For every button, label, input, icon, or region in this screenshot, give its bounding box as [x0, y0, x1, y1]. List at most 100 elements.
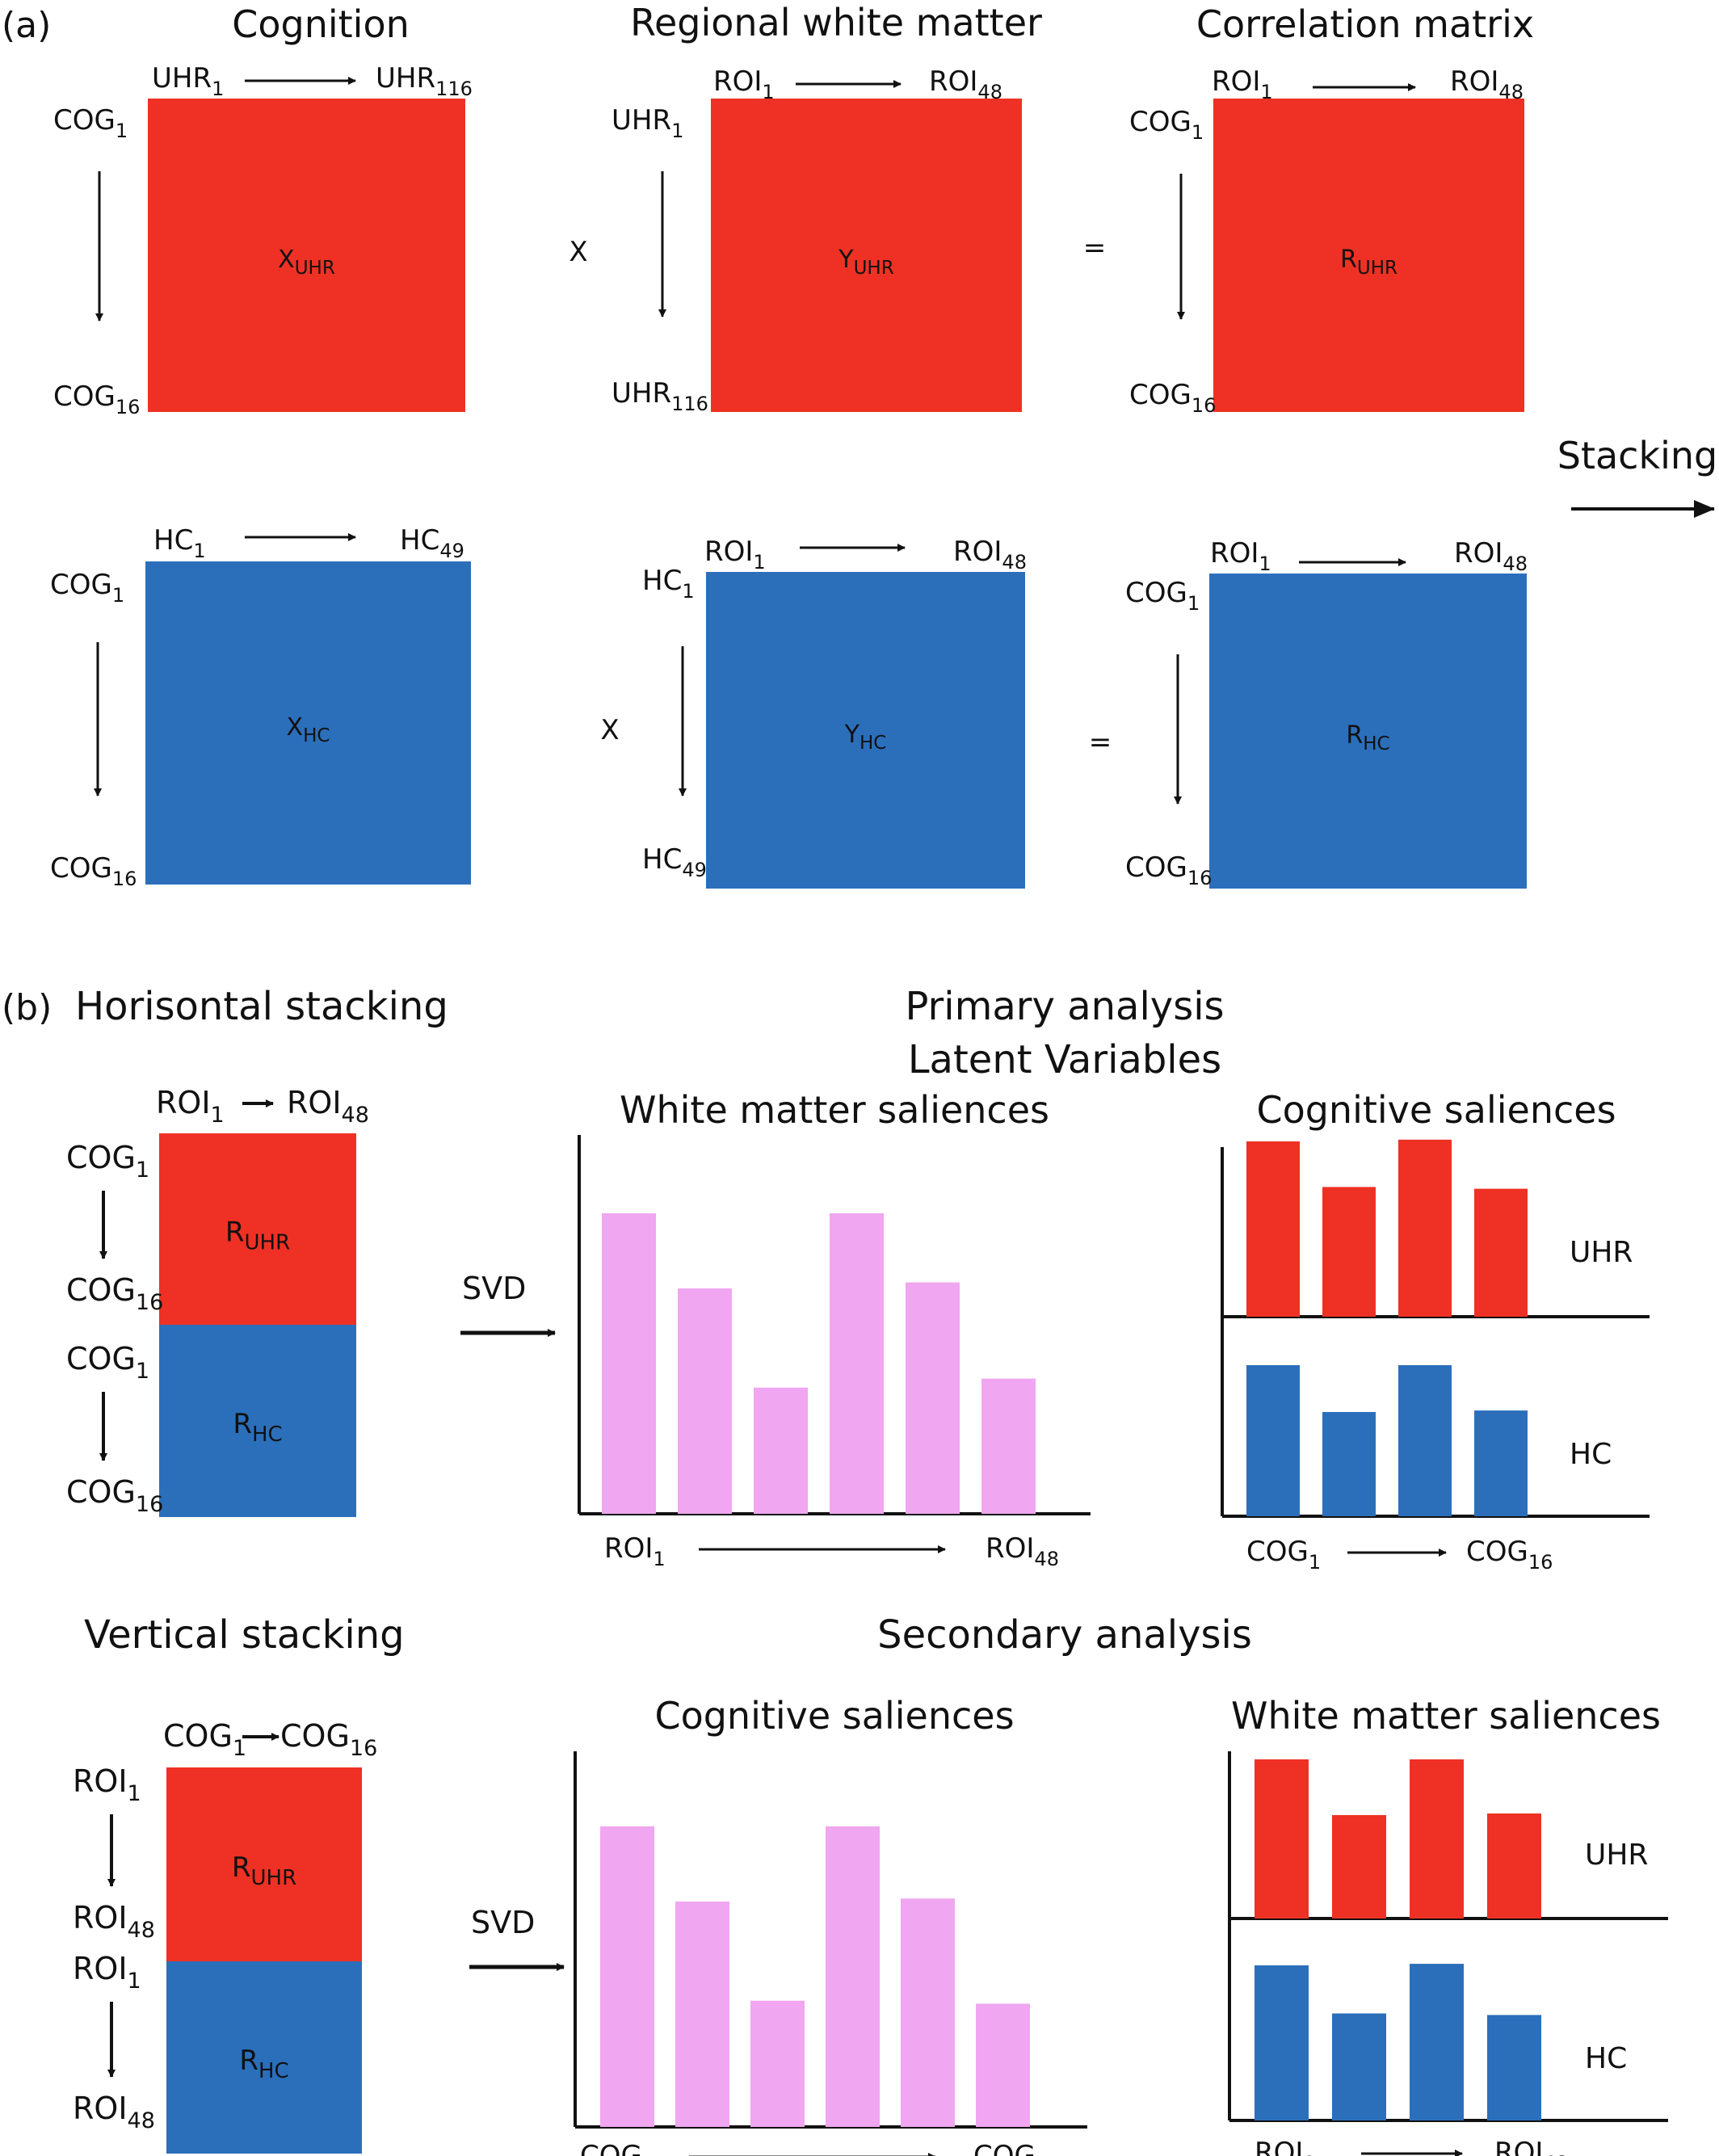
secondary-group-chart-title-base: White matter saliences [1231, 1694, 1661, 1738]
secondary-stack-uhr-block [166, 1767, 362, 1961]
primary-stack-top-row-end: COG16 [66, 1272, 163, 1315]
secondary-salience-bar-1 [600, 1826, 654, 2127]
primary-uhr-group-label-base: UHR [1570, 1236, 1633, 1269]
uhr-x-matrix-col-end-base: UHR [376, 62, 435, 95]
primary-latent-variables-title-base: Latent Variables [908, 1037, 1221, 1082]
uhr-equals-operator-base: = [1083, 232, 1107, 264]
uhr-r-matrix-label: RUHR [1340, 246, 1397, 279]
hc-r-matrix [1209, 574, 1527, 889]
hc-y-matrix-col-end-base: ROI [953, 536, 1002, 568]
uhr-x-matrix-col-start: UHR1 [152, 62, 224, 100]
uhr-y-matrix-col-end-subscript: 48 [977, 81, 1002, 103]
primary-stack-col-start-base: ROI [156, 1085, 211, 1120]
primary-stack-uhr-label: RUHR [225, 1217, 290, 1255]
uhr-x-matrix-col-end-subscript: 116 [435, 78, 473, 100]
secondary-uhr-group-label: UHR [1585, 1839, 1648, 1872]
secondary-svd-label: SVD [471, 1905, 535, 1940]
secondary-stack-bottom-row-start: ROI1 [73, 1951, 141, 1994]
primary-salience-x-end: ROI48 [986, 1532, 1059, 1570]
stacking-label: Stacking [1557, 434, 1718, 477]
panel-a-label-base: (a) [2, 5, 51, 46]
primary-salience-bar-2 [678, 1288, 732, 1514]
secondary-group-chart-title: White matter saliences [1231, 1694, 1661, 1738]
uhr-r-matrix-col-end-base: ROI [1450, 65, 1498, 98]
hc-x-matrix-row-end-base: COG [50, 852, 112, 885]
uhr-times-operator-base: X [569, 236, 587, 268]
uhr-y-matrix-col-start-base: ROI [713, 65, 762, 98]
secondary-stacking-title-base: Vertical stacking [84, 1612, 405, 1658]
uhr-x-matrix-row-start-base: COG [53, 104, 116, 137]
hc-x-matrix-col-end: HC49 [400, 524, 464, 562]
secondary-stack-bottom-row-start-subscript: 1 [128, 1969, 141, 1994]
hc-r-matrix-row-end-subscript: 16 [1187, 867, 1213, 889]
secondary-uhr-bar-3 [1410, 1759, 1464, 1919]
primary-stack-col-end-subscript: 48 [342, 1103, 369, 1128]
panel-b-label: (b) [2, 987, 52, 1028]
primary-stack-hc-label-base: R [233, 1408, 252, 1440]
uhr-y-matrix [711, 99, 1022, 412]
hc-r-matrix-col-end-subscript: 48 [1503, 553, 1528, 575]
primary-stack-bottom-row-start-subscript: 1 [136, 1359, 149, 1384]
primary-stack-uhr-label-subscript: UHR [244, 1231, 290, 1255]
primary-hc-group-label: HC [1570, 1438, 1612, 1471]
hc-x-matrix-label-subscript: HC [303, 725, 330, 746]
title-correlation-matrix-base: Correlation matrix [1196, 2, 1534, 46]
panel-a-label: (a) [2, 5, 51, 46]
secondary-analysis-title: Secondary analysis [877, 1612, 1252, 1658]
hc-x-matrix [145, 561, 471, 885]
hc-x-matrix-label: XHC [287, 713, 330, 746]
secondary-uhr-group-label-base: UHR [1585, 1839, 1648, 1872]
hc-y-matrix-col-start-base: ROI [704, 536, 753, 568]
hc-y-matrix-col-start-subscript: 1 [753, 551, 765, 574]
hc-x-matrix-col-start-base: HC [153, 524, 193, 557]
uhr-y-matrix-col-end-base: ROI [929, 65, 977, 98]
secondary-stack-bottom-row-end-base: ROI [73, 2091, 128, 2126]
primary-group-x-start: COG1 [1246, 1536, 1321, 1574]
title-cognition: Cognition [232, 2, 410, 46]
uhr-x-matrix-row-end-subscript: 16 [116, 396, 141, 418]
primary-stack-uhr-block [159, 1133, 356, 1325]
secondary-stack-hc-label-base: R [239, 2045, 258, 2077]
secondary-salience-x-end: COG16 [973, 2140, 1060, 2156]
secondary-stack-top-row-end-subscript: 48 [128, 1918, 155, 1943]
primary-uhr-bar-2 [1322, 1187, 1376, 1317]
primary-hc-bar-3 [1398, 1365, 1452, 1516]
primary-uhr-bar-4 [1474, 1188, 1528, 1317]
hc-y-matrix-col-start: ROI1 [704, 536, 766, 574]
hc-x-matrix-row-start-base: COG [50, 569, 112, 601]
uhr-x-matrix-row-end: COG16 [53, 380, 140, 418]
secondary-stack-col-end-base: COG [280, 1718, 350, 1754]
title-regional-white-matter: Regional white matter [630, 1, 1042, 44]
secondary-group-x-end-subscript: 48 [1543, 2152, 1568, 2156]
hc-r-matrix-col-end: ROI48 [1454, 537, 1528, 575]
primary-stack-hc-label: RHC [233, 1408, 282, 1447]
secondary-hc-bar-3 [1410, 1964, 1464, 2120]
secondary-stack-col-end-subscript: 16 [350, 1736, 377, 1761]
hc-y-matrix-row-start-base: HC [642, 565, 682, 597]
uhr-y-matrix-row-end: UHR116 [612, 377, 708, 415]
secondary-stack-bottom-row-start-base: ROI [73, 1951, 128, 1986]
hc-equals-operator: = [1089, 726, 1112, 759]
secondary-salience-x-end-base: COG [973, 2140, 1036, 2156]
uhr-x-matrix-row-end-base: COG [53, 380, 116, 413]
primary-salience-bar-4 [830, 1213, 884, 1514]
primary-group-x-start-subscript: 1 [1309, 1551, 1321, 1574]
uhr-r-matrix-col-start: ROI1 [1212, 65, 1273, 103]
uhr-y-matrix-row-start-base: UHR [612, 104, 671, 137]
secondary-salience-bar-4 [826, 1826, 880, 2127]
primary-salience-x-start-subscript: 1 [653, 1548, 665, 1570]
uhr-y-matrix-col-end: ROI48 [929, 65, 1002, 103]
secondary-stack-top-row-start: ROI1 [73, 1763, 141, 1806]
primary-stack-top-row-end-subscript: 16 [136, 1290, 163, 1315]
hc-x-matrix-col-end-subscript: 49 [439, 540, 464, 562]
secondary-stack-bottom-row-end-subscript: 48 [128, 2108, 155, 2133]
primary-stack-bottom-row-start: COG1 [66, 1341, 149, 1384]
uhr-r-matrix-row-start-subscript: 1 [1192, 121, 1204, 144]
secondary-group-x-start-subscript: 1 [1303, 2152, 1315, 2156]
primary-salience-bar-3 [754, 1387, 808, 1514]
hc-y-matrix-row-end-subscript: 49 [682, 859, 707, 881]
hc-x-matrix-row-start: COG1 [50, 569, 124, 607]
primary-stack-col-start-subscript: 1 [211, 1103, 225, 1128]
secondary-stack-bottom-row-end: ROI48 [73, 2091, 155, 2133]
